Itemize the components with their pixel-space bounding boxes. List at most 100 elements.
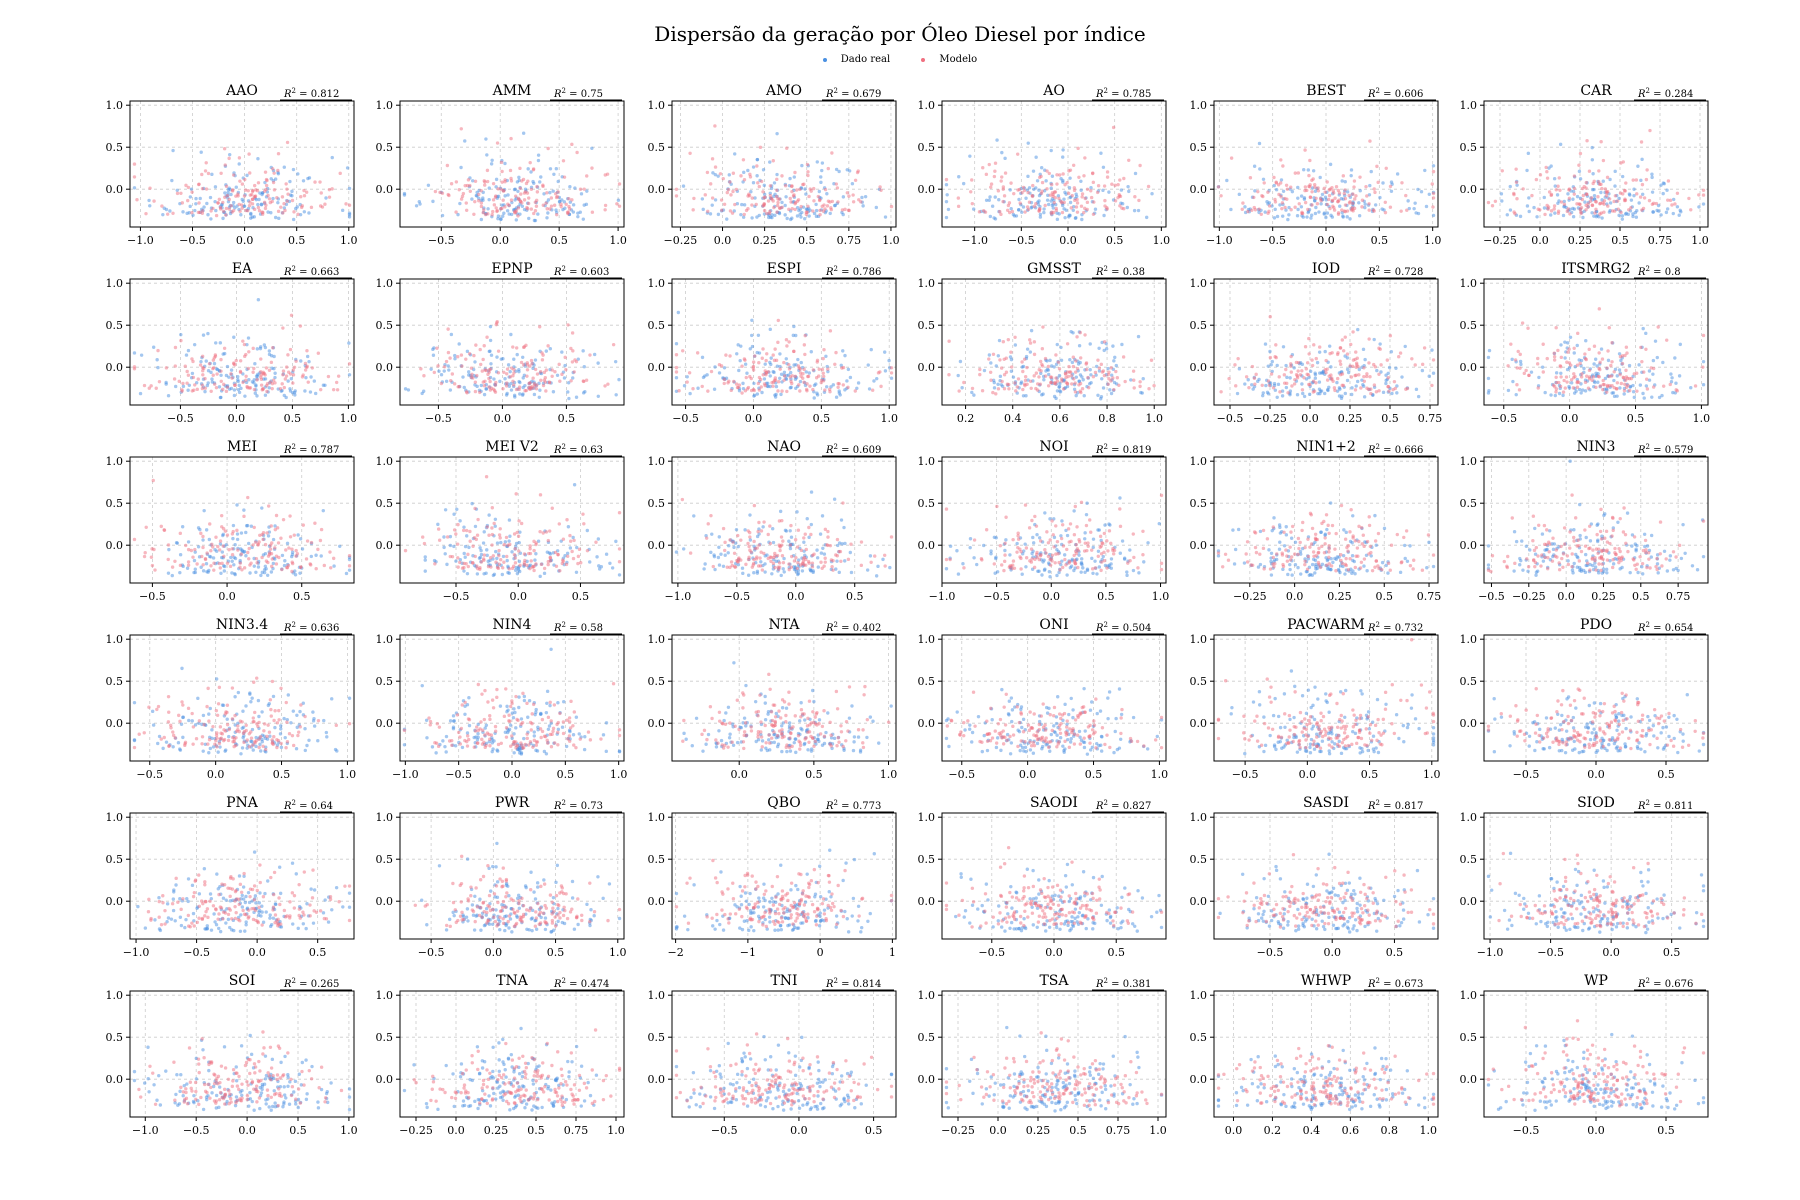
point-model (572, 370, 576, 374)
point-model (528, 544, 532, 548)
point-model (1620, 354, 1625, 358)
point-model (183, 364, 187, 368)
point-model (1152, 383, 1156, 388)
point-model (504, 535, 509, 540)
point-model (319, 191, 323, 195)
point-model (201, 373, 205, 377)
point-model (222, 346, 227, 350)
panel-frame (399, 278, 625, 406)
point-real (1486, 376, 1491, 381)
point-real (1617, 352, 1622, 356)
point-real (1126, 184, 1130, 189)
point-model (264, 366, 269, 370)
point-real (208, 195, 213, 200)
point-real (872, 379, 876, 383)
point-real (1554, 371, 1559, 375)
point-model (789, 565, 793, 569)
point-real (235, 532, 240, 536)
point-real (778, 376, 782, 380)
point-real (755, 157, 760, 162)
point-real (186, 348, 191, 353)
point-real (288, 389, 293, 393)
point-real (226, 187, 231, 192)
point-model (777, 561, 782, 565)
point-model (520, 179, 524, 183)
point-model (989, 378, 993, 382)
point-real (756, 333, 761, 337)
point-real (488, 324, 493, 329)
point-model (1687, 196, 1691, 201)
point-real (708, 212, 713, 216)
point-model (1547, 190, 1552, 194)
point-real (534, 552, 538, 556)
point-model (241, 339, 245, 343)
point-model (773, 347, 777, 351)
point-real (584, 202, 589, 207)
point-model (728, 538, 732, 542)
point-model (811, 553, 815, 558)
point-model (1283, 205, 1287, 210)
point-model (1332, 386, 1337, 390)
point-real (431, 353, 436, 357)
point-model (962, 380, 966, 385)
point-real (1142, 560, 1146, 564)
point-model (1015, 385, 1019, 389)
point-model (540, 351, 544, 355)
point-model (818, 208, 822, 213)
point-model (1101, 369, 1106, 373)
point-real (1089, 380, 1093, 385)
point-model (1335, 376, 1340, 381)
point-real (515, 352, 519, 357)
point-real (1062, 197, 1066, 201)
x-tick-label: −1.0 (961, 234, 988, 247)
point-model (836, 381, 840, 386)
point-model (1604, 194, 1609, 198)
point-model (473, 179, 478, 183)
point-real (1128, 548, 1132, 552)
point-real (192, 342, 197, 347)
point-model (247, 546, 251, 551)
point-real (1324, 215, 1328, 220)
point-real (1272, 183, 1276, 188)
point-model (1388, 184, 1393, 189)
point-model (559, 202, 563, 206)
point-model (149, 384, 153, 388)
point-model (292, 533, 296, 537)
point-model (552, 203, 557, 207)
point-model (889, 204, 894, 209)
point-real (139, 353, 144, 357)
point-model (1323, 190, 1327, 194)
x-tick-label: 0.0 (787, 590, 805, 603)
point-model (1645, 377, 1649, 381)
point-model (790, 184, 794, 188)
point-model (561, 159, 566, 163)
point-model (316, 547, 320, 552)
point-real (309, 554, 314, 559)
point-model (739, 538, 743, 542)
point-model (507, 203, 511, 208)
point-model (1422, 346, 1427, 350)
x-tick-label: −0.5 (179, 234, 206, 247)
point-model (956, 196, 961, 200)
point-real (218, 341, 223, 345)
point-model (1079, 356, 1083, 360)
point-model (288, 514, 292, 518)
point-model (1588, 199, 1593, 204)
point-model (603, 203, 608, 208)
point-model (803, 532, 807, 536)
point-model (821, 371, 825, 375)
point-model (228, 564, 233, 569)
point-real (465, 571, 470, 576)
point-real (1326, 388, 1330, 393)
point-model (178, 531, 183, 536)
point-model (1640, 182, 1645, 187)
point-model (1000, 175, 1004, 179)
point-model (224, 389, 229, 394)
point-real (291, 167, 296, 172)
point-real (944, 199, 949, 204)
point-model (1675, 191, 1680, 196)
point-real (1689, 386, 1693, 390)
point-model (719, 198, 724, 202)
point-model (1146, 184, 1151, 189)
point-model (1624, 385, 1629, 389)
